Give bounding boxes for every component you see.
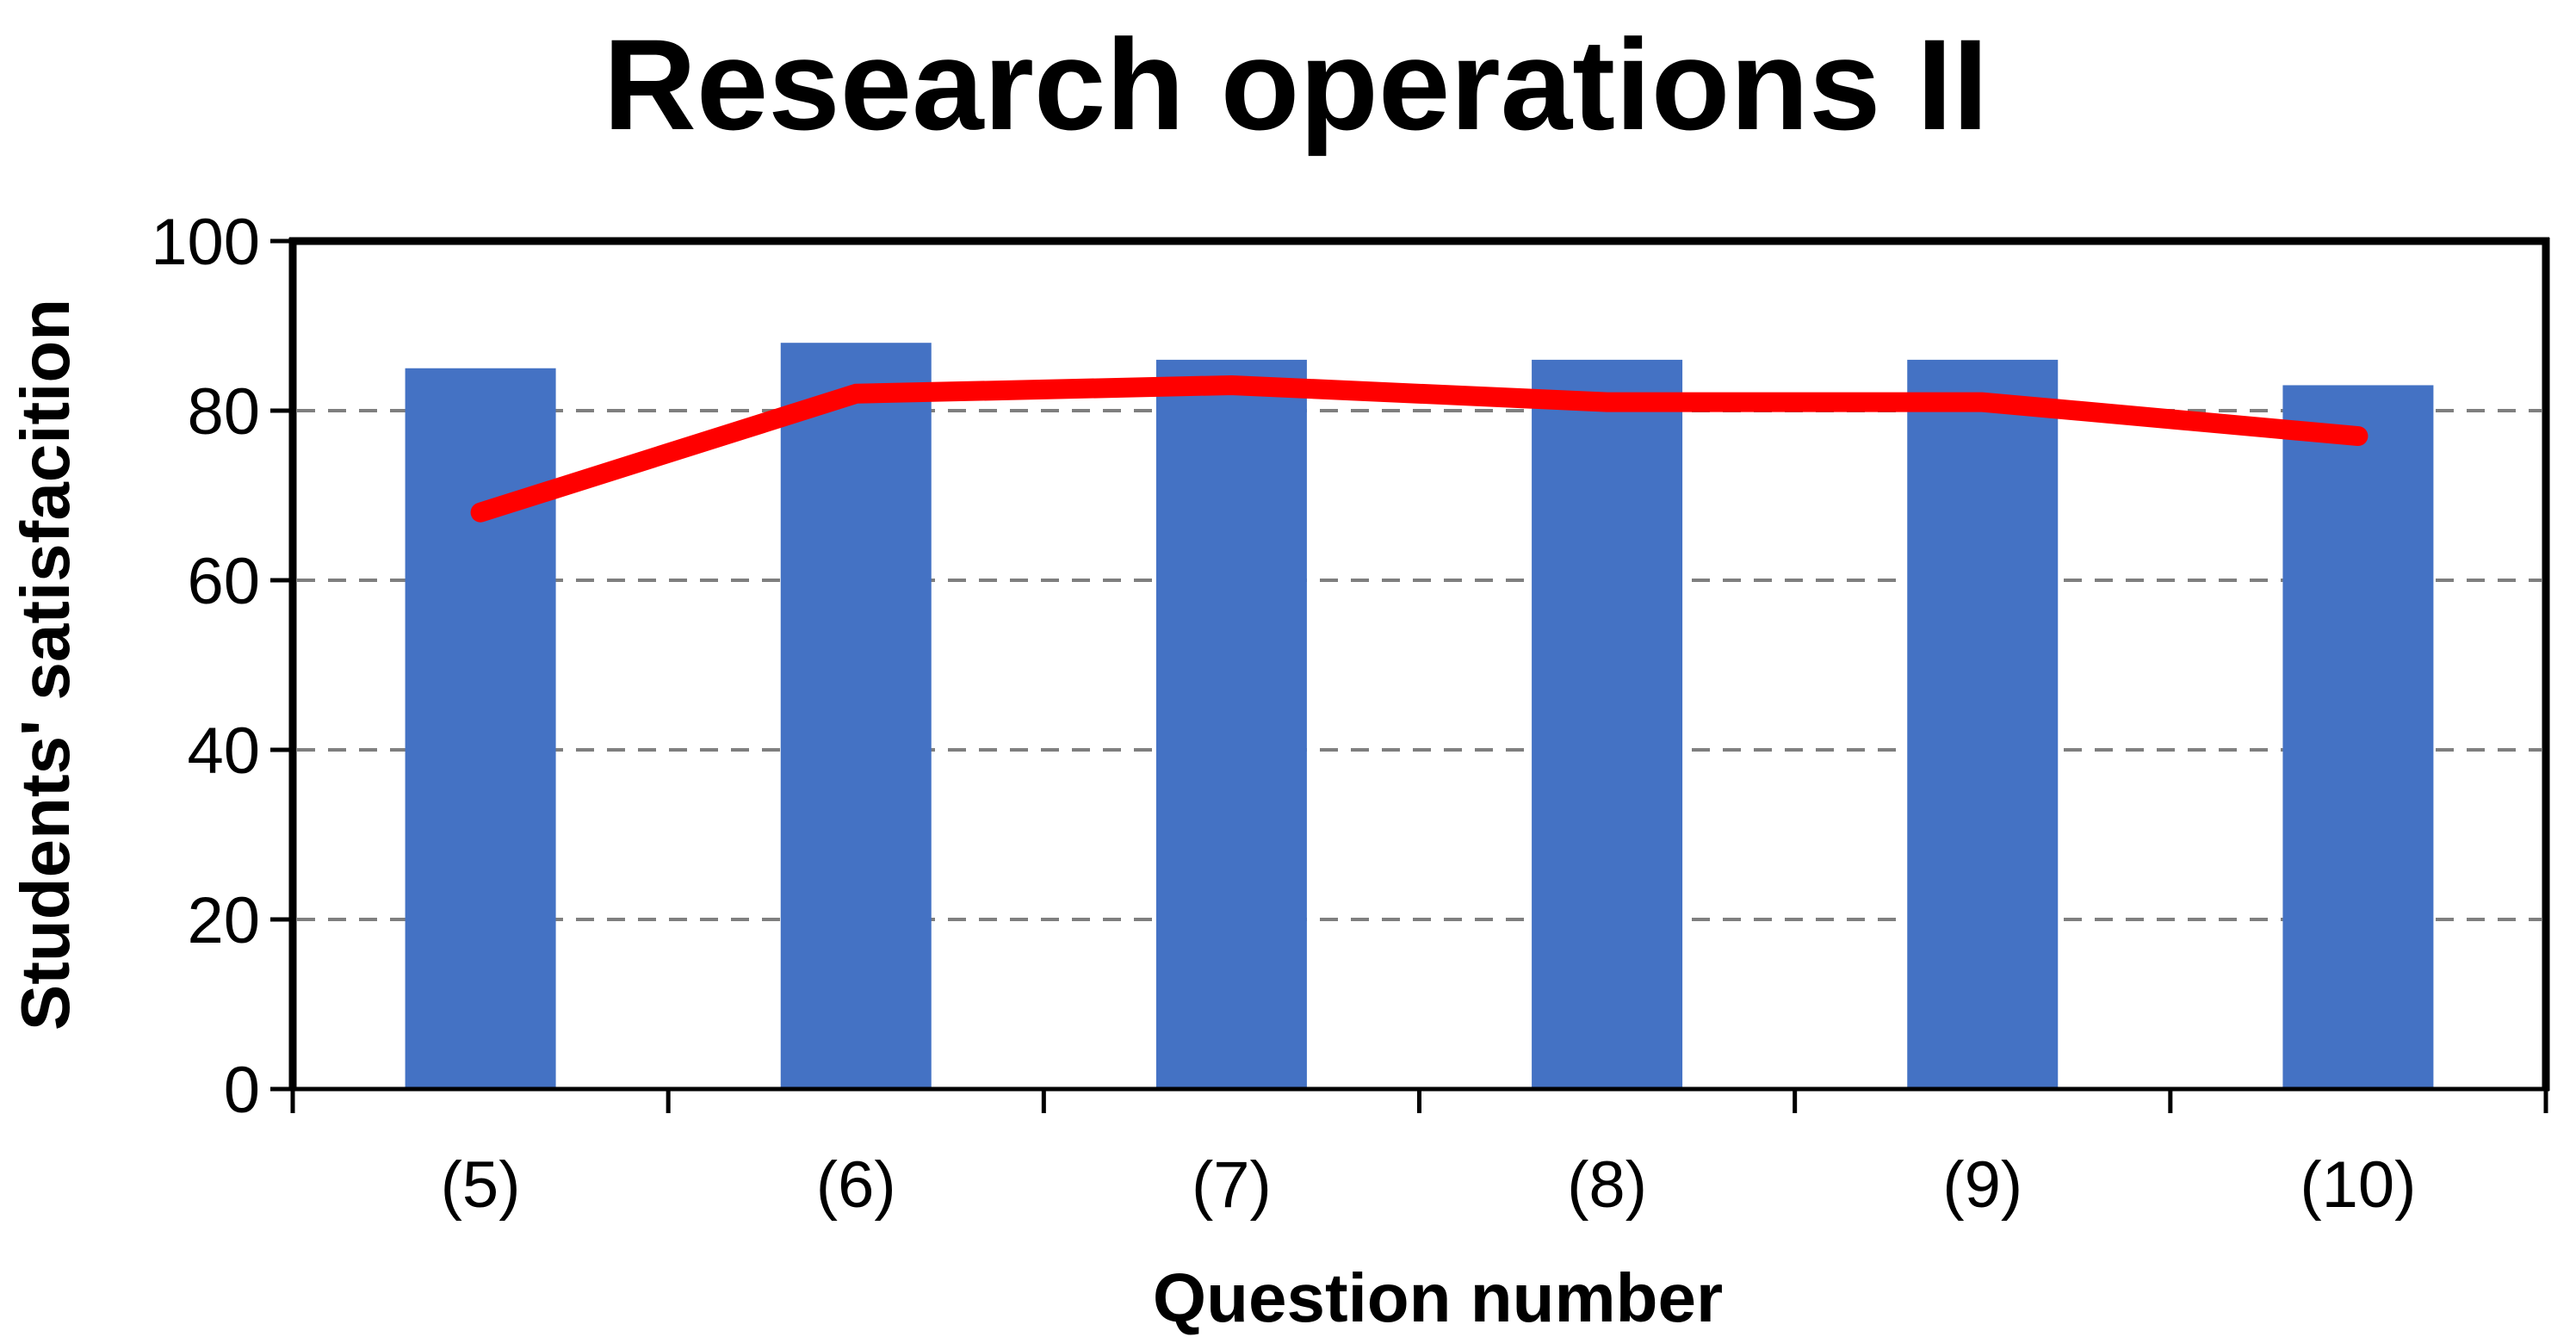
x-tick-label-(10): (10) — [2300, 1148, 2416, 1222]
x-tick-label-(8): (8) — [1567, 1148, 1647, 1222]
y-axis-title: Students' satisfacition — [7, 299, 84, 1030]
y-tick-label-40: 40 — [187, 715, 260, 788]
y-tick-label-0: 0 — [224, 1054, 260, 1127]
y-tick-label-20: 20 — [187, 884, 260, 957]
x-tick-label-(5): (5) — [441, 1148, 521, 1222]
y-tick-label-60: 60 — [187, 545, 260, 618]
x-tick-label-(9): (9) — [1942, 1148, 2022, 1222]
trend-line — [470, 374, 2369, 523]
bar-(8) — [1532, 359, 1683, 1089]
bar-(7) — [1155, 359, 1307, 1089]
y-tick-label-100: 100 — [151, 206, 260, 279]
plot-area: 0 20 40 60 80 100 (5) (6) (7) (8) (9) (10) — [151, 206, 2550, 1222]
x-tick-label-(7): (7) — [1192, 1148, 1272, 1222]
y-tick-label-80: 80 — [187, 375, 260, 449]
x-axis-title: Question number — [1153, 1259, 1723, 1336]
bar-(6) — [780, 343, 932, 1089]
x-tick-label-(6): (6) — [816, 1148, 896, 1222]
chart-title: Research operations II — [604, 12, 1989, 157]
bar-(9) — [1907, 359, 2059, 1089]
bar-(10) — [2282, 385, 2434, 1089]
bar-(5) — [405, 368, 556, 1089]
